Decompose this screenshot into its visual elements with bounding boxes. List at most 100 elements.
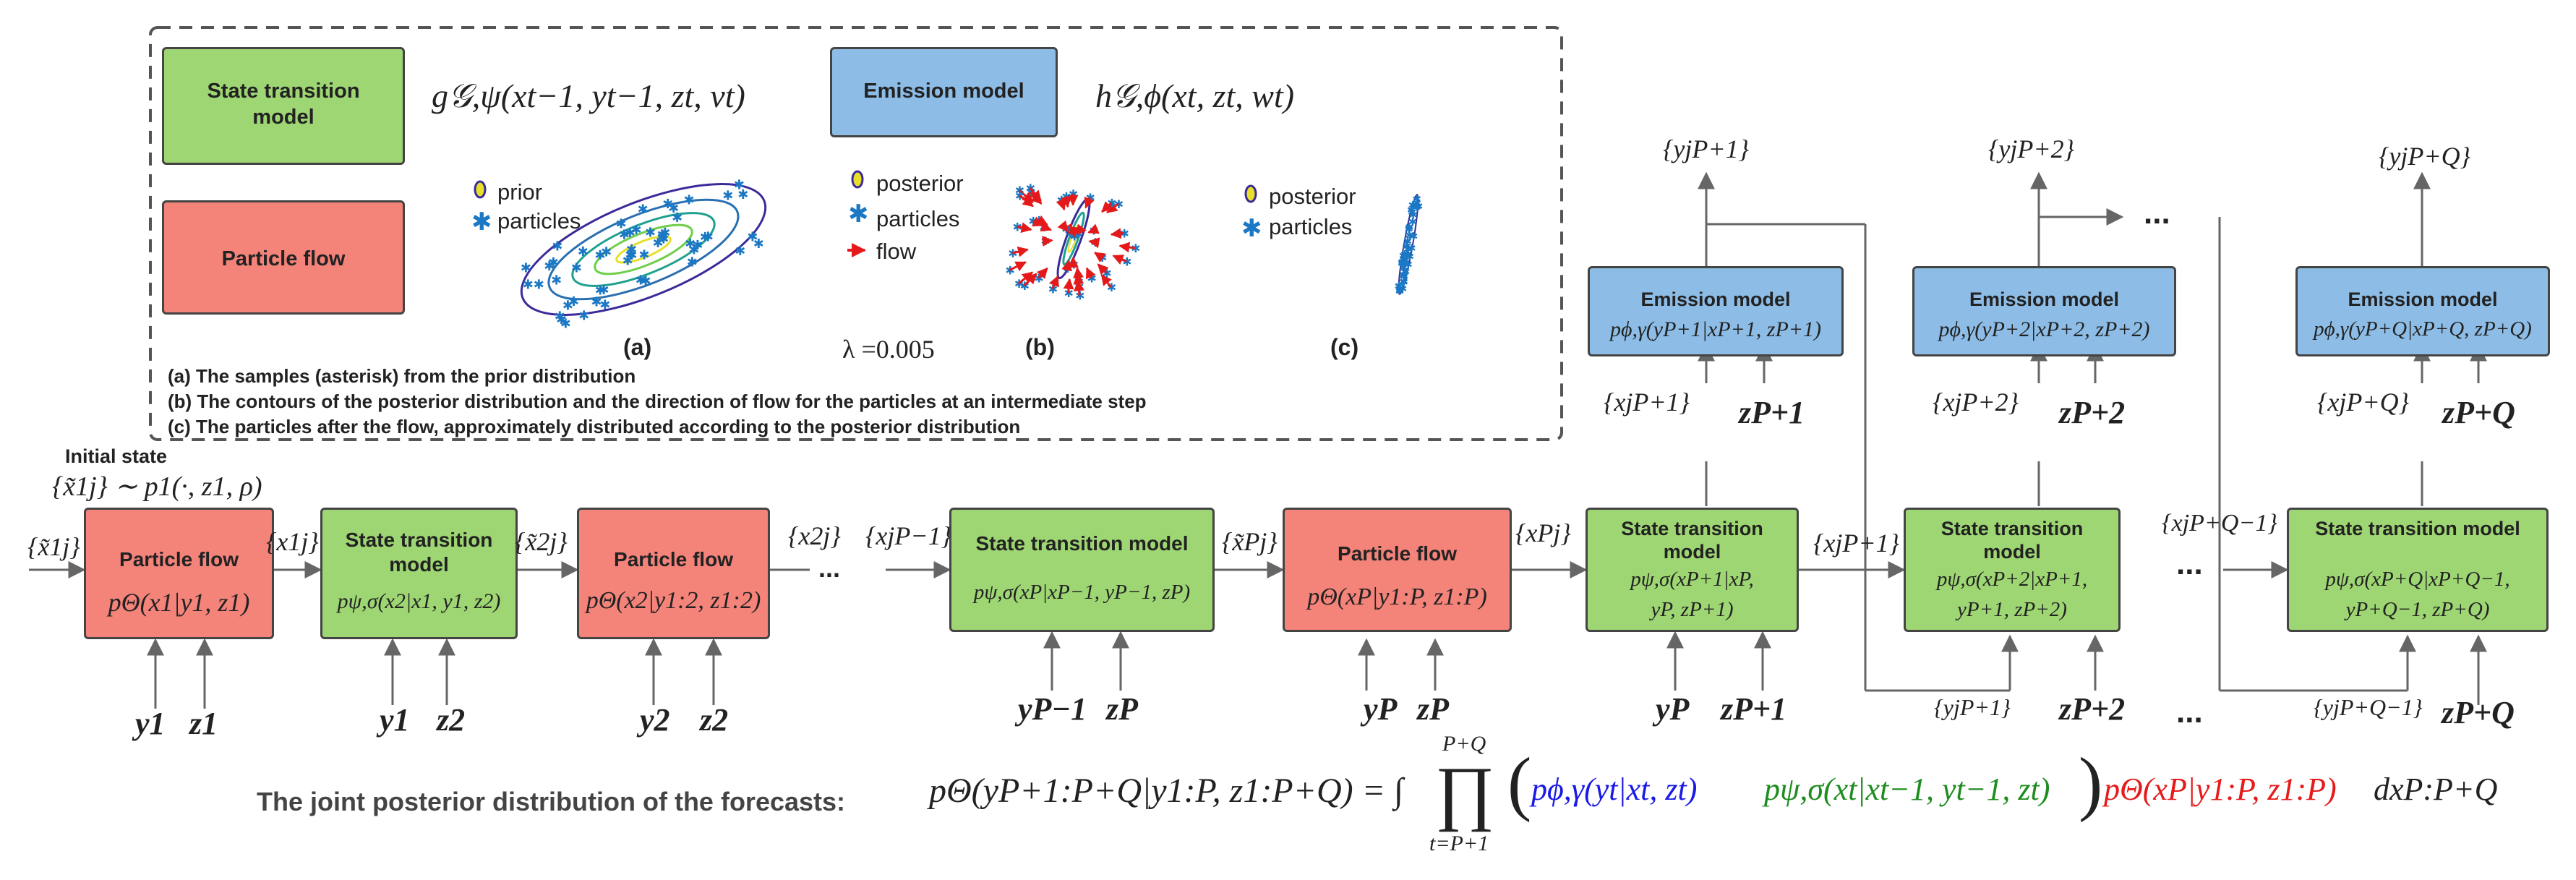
panel-b-legend-posterior: posterior	[876, 171, 964, 196]
panel-b-flow-arrow	[1011, 246, 1029, 257]
forecast-1-transition-title: State transition model	[1940, 518, 2084, 563]
panel-a-particle: ✱	[700, 230, 711, 244]
forecast-2-emission-formula: pϕ,γ(yP+Q|xP+Q, zP+Q)	[2314, 317, 2532, 341]
panel-c-particle: ✱	[1395, 284, 1405, 296]
panel-b-flow-arrow	[1036, 267, 1048, 280]
bottom-prod-symbol: ∏	[1435, 752, 1495, 832]
panel-a-particle: ✱	[662, 197, 673, 211]
panel-c-particle: ✱	[1398, 283, 1408, 296]
chain-0-title: Particle flow	[119, 548, 239, 571]
panel-a-particle: ✱	[657, 230, 668, 244]
panel-b-flow-arrow	[1017, 222, 1032, 234]
panel-c-particle: ✱	[1398, 257, 1408, 270]
legend-caption-c: (c) The particles after the flow, approx…	[168, 416, 1021, 437]
chain-3-title: State transition model	[975, 532, 1189, 555]
panel-c-particle: ✱	[1414, 201, 1424, 213]
forecast-2-transition-formula-1: pψ,σ(xP+Q|xP+Q−1,	[2325, 568, 2510, 591]
chain-3-in-label: {xjP−1}	[865, 521, 952, 550]
panel-b-particle: ✱	[1069, 231, 1079, 244]
chain-2-input-z: z2	[700, 702, 729, 738]
panel-a-particle: ✱	[638, 202, 649, 217]
forecast-0-emission-title: Emission model	[1640, 289, 1791, 310]
panel-c-particle: ✱	[1400, 255, 1410, 267]
panel-c-particle: ✱	[1411, 200, 1421, 213]
panel-a-particle: ✱	[555, 309, 565, 323]
panel-a-particle: ✱	[659, 226, 670, 240]
ellipsis-top: ...	[2144, 195, 2170, 231]
panel-b-flow-arrow	[1112, 255, 1127, 265]
forecast-0-emission-formula: pϕ,γ(yP+1|xP+1, zP+1)	[1609, 317, 1822, 341]
chain-2-input-y: y2	[640, 702, 670, 738]
panel-c-particle: ✱	[1413, 201, 1422, 213]
panel-b-flow-arrow	[1087, 223, 1100, 234]
forecast-1-input-y: {yjP+1}	[1934, 694, 2011, 720]
forecast-0-transition-box: State transition model pψ,σ(xP+1|xP, yP,…	[1586, 508, 1799, 632]
legend-state-transition-formula: g𝒢,ψ(xt−1, yt−1, zt, vt)	[432, 77, 745, 114]
panel-a-particle: ✱	[626, 242, 637, 257]
chain-4-particle-flow-box: Particle flow pΘ(xP|y1:P, z1:P)	[1283, 508, 1512, 632]
panel-b-flow-arrow	[1118, 242, 1136, 253]
forecast-2-emission-title: Emission model	[2348, 289, 2498, 310]
bottom-term-red: pΘ(xP|y1:P, z1:P)	[2104, 772, 2337, 807]
forecast-0-input-y: yP	[1656, 691, 1690, 727]
panel-c-particle: ✱	[1405, 222, 1414, 234]
chain-2-formula: pΘ(x2|y1:2, z1:2)	[586, 587, 761, 614]
bottom-open-paren: (	[1507, 743, 1532, 823]
panel-b-plot: ✱✱✱✱✱✱✱✱✱✱✱✱✱✱✱✱✱✱✱✱✱✱✱✱✱✱✱✱✱✱✱✱✱✱✱✱✱✱✱✱	[1006, 183, 1141, 302]
panel-a-label: (a)	[623, 334, 652, 360]
panel-c-particle: ✱	[1399, 262, 1408, 274]
panel-a-particle: ✱	[687, 255, 698, 269]
panel-c-particle: ✱	[1400, 266, 1410, 278]
forecast-0-y-label: {yjP+1}	[1663, 134, 1750, 163]
panel-b-particle: ✱	[1097, 252, 1107, 265]
panel-b-flow-arrow	[1110, 228, 1124, 239]
panel-c-particle: ✱	[1409, 231, 1418, 243]
panel-a-particle: ✱	[571, 260, 582, 275]
panel-a-particle: ✱	[685, 236, 696, 251]
initial-state-label: Initial state	[65, 445, 168, 467]
panel-c-particle: ✱	[1395, 286, 1405, 298]
forecast-1-transition-box: State transition model pψ,σ(xP+2|xP+1, y…	[1904, 508, 2121, 632]
panel-c-particle: ✱	[1403, 259, 1413, 271]
panel-b-flow-arrow	[1084, 196, 1095, 209]
panel-a-particle: ✱	[625, 247, 636, 262]
legend-caption-a: (a) The samples (asterisk) from the prio…	[168, 365, 636, 387]
chain-ellipsis: ...	[818, 553, 841, 583]
legend-particle-flow-label: Particle flow	[221, 247, 346, 270]
panel-a-particle: ✱	[544, 259, 555, 273]
forecast-0-input-z: zP+1	[1721, 691, 1787, 727]
panel-a-particle: ✱	[735, 244, 745, 258]
panel-c-particle: ✱	[1395, 281, 1404, 293]
forecast-2-input-y: {yjP+Q−1}	[2314, 694, 2423, 720]
panel-c-particle: ✱	[1407, 243, 1416, 255]
panel-a-particle: ✱	[548, 255, 559, 270]
between-x-p-plus-q-minus-1: {xjP+Q−1}	[2162, 510, 2277, 537]
forecast-0-emission-box: Emission model pϕ,γ(yP+1|xP+1, zP+1)	[1588, 266, 1844, 356]
panel-a-particle: ✱	[562, 299, 573, 313]
chain-4-input-z: zP	[1417, 691, 1449, 727]
bottom-close-paren: )	[2079, 743, 2103, 823]
chain-1-transition-box: State transition model pψ,σ(x2|x1, y1, z…	[320, 508, 518, 639]
panel-c-particle: ✱	[1400, 271, 1409, 283]
chain-0-in-label: {x̃1j}	[27, 532, 80, 561]
chain-0-out-label: {x1j}	[266, 527, 319, 556]
panel-c-label: (c)	[1330, 334, 1359, 360]
bottom-prod-upper: P+Q	[1442, 732, 1486, 756]
panel-a-particle: ✱	[753, 236, 764, 251]
chain-4-out-label: {xPj}	[1515, 518, 1571, 547]
panel-b-particle: ✱	[1131, 243, 1140, 255]
panel-a-particle: ✱	[653, 236, 664, 250]
panel-a-particle: ✱	[578, 244, 589, 259]
forecast-0-x-label: {xjP+1}	[1604, 388, 1690, 416]
chain-0-particle-flow-box: Particle flow pΘ(x1|y1, z1)	[84, 508, 274, 639]
svg-text:✱: ✱	[471, 208, 492, 236]
bottom-lhs: pΘ(yP+1:P+Q|y1:P, z1:P+Q) = ∫	[929, 772, 1404, 810]
legend-emission-label: Emission model	[863, 80, 1024, 103]
forecast-0-transition-title: State transition model	[1621, 518, 1763, 563]
panel-b-particle: ✱	[1087, 273, 1096, 285]
panel-b-particle: ✱	[1040, 236, 1050, 248]
forecast-1-emission-title: Emission model	[1969, 289, 2120, 310]
panel-b-lambda: λ =0.005	[842, 335, 935, 364]
svg-text:✱: ✱	[848, 200, 869, 228]
